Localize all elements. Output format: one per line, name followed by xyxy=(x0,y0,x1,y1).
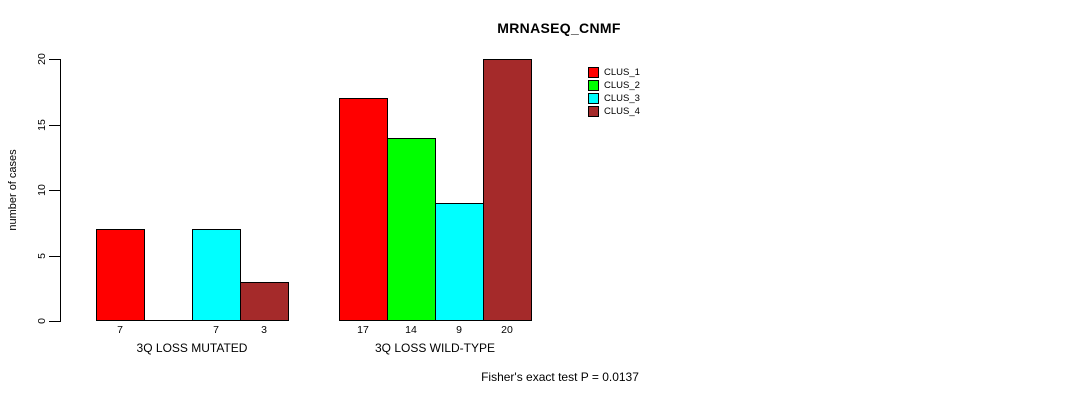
bar-value-label: 17 xyxy=(357,324,369,336)
bar-clus-2-group2 xyxy=(387,138,436,321)
bar-clus-4-group1 xyxy=(240,282,289,321)
bar-value-label: 14 xyxy=(405,324,417,336)
legend-label: CLUS_4 xyxy=(604,106,640,117)
legend: CLUS_1 CLUS_2 CLUS_3 CLUS_4 xyxy=(588,66,640,118)
legend-swatch-clus_2 xyxy=(588,80,599,91)
bar-value-label: 7 xyxy=(213,324,219,336)
y-axis-tick-label: 10 xyxy=(36,184,48,196)
bar-clus-3-group1 xyxy=(192,229,241,321)
chart-title: MRNASEQ_CNMF xyxy=(497,20,621,36)
bar-clus-3-group2 xyxy=(435,203,484,321)
fisher-test-annotation: Fisher's exact test P = 0.0137 xyxy=(481,370,639,384)
y-axis-tick-label: 5 xyxy=(36,253,48,259)
bar-value-label: 3 xyxy=(261,324,267,336)
group-label: 3Q LOSS MUTATED xyxy=(136,341,248,355)
y-axis-tick xyxy=(49,59,61,60)
legend-item: CLUS_4 xyxy=(588,105,640,118)
bar-clus-2-group1 xyxy=(144,320,193,321)
y-axis-tick xyxy=(49,321,61,322)
legend-label: CLUS_3 xyxy=(604,93,640,104)
legend-swatch-clus_3 xyxy=(588,93,599,104)
group-label: 3Q LOSS WILD-TYPE xyxy=(374,341,496,355)
legend-swatch-clus_4 xyxy=(588,106,599,117)
bar-clus-1-group2 xyxy=(339,98,388,321)
y-axis-tick xyxy=(49,190,61,191)
bar-value-label: 9 xyxy=(456,324,462,336)
y-axis-title: number of cases xyxy=(7,149,19,231)
y-axis-tick xyxy=(49,256,61,257)
legend-label: CLUS_2 xyxy=(604,80,640,91)
y-axis-tick-label: 15 xyxy=(36,119,48,131)
legend-swatch-clus_1 xyxy=(588,67,599,78)
bar-value-label: 20 xyxy=(501,324,513,336)
y-axis-tick-label: 20 xyxy=(36,53,48,65)
legend-label: CLUS_1 xyxy=(604,67,640,78)
bar-value-label: 7 xyxy=(117,324,123,336)
bar-clus-4-group2 xyxy=(483,59,532,321)
y-axis-tick-label: 0 xyxy=(36,318,48,324)
bar-clus-1-group1 xyxy=(96,229,145,321)
legend-item: CLUS_1 xyxy=(588,66,640,79)
y-axis-tick xyxy=(49,125,61,126)
legend-item: CLUS_2 xyxy=(588,79,640,92)
legend-item: CLUS_3 xyxy=(588,92,640,105)
